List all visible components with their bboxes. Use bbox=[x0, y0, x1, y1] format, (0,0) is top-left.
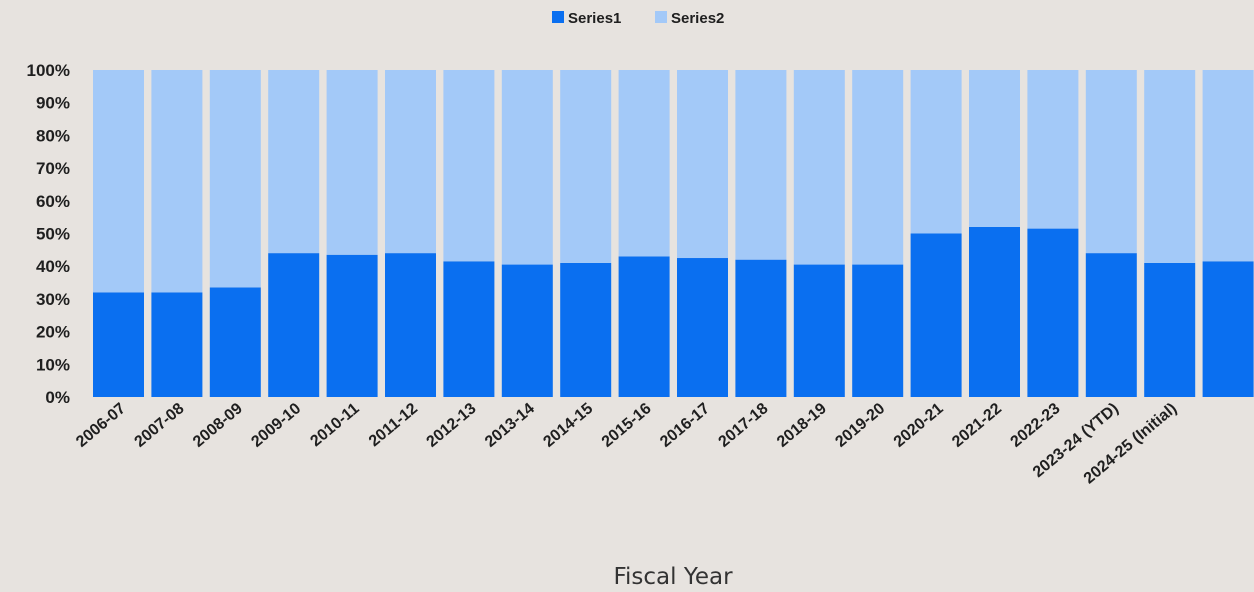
x-tick-label: 2010-11 bbox=[307, 400, 362, 450]
y-tick-label: 30% bbox=[36, 290, 70, 309]
bar-series1 bbox=[1027, 228, 1079, 397]
x-tick-label: 2018-19 bbox=[774, 400, 830, 451]
x-axis: 2006-07 2007-08 2008-09 2009-10 2010-11 2011-… bbox=[73, 400, 1180, 487]
bar-series1 bbox=[852, 264, 904, 397]
bar-series1 bbox=[443, 261, 495, 397]
y-tick-label: 0% bbox=[45, 388, 70, 407]
bar-series1 bbox=[151, 292, 203, 397]
y-tick-label: 40% bbox=[36, 257, 70, 276]
bar-series1 bbox=[735, 259, 787, 397]
bar-series2 bbox=[501, 70, 553, 265]
bar-series1 bbox=[969, 226, 1020, 397]
x-tick-label: 2020-21 bbox=[891, 400, 947, 451]
bar-series1 bbox=[209, 287, 261, 397]
bar-series2 bbox=[209, 70, 261, 288]
bar-series2 bbox=[910, 70, 962, 234]
bar-series2 bbox=[1027, 70, 1079, 229]
legend-label-series1: Series1 bbox=[568, 10, 621, 27]
x-tick-label: 2015-16 bbox=[599, 400, 655, 451]
x-tick-label: 2016-17 bbox=[657, 400, 713, 451]
bar-series2 bbox=[618, 70, 670, 257]
bar-series1 bbox=[93, 292, 144, 397]
x-tick-label: 2007-08 bbox=[132, 400, 188, 451]
x-tick-label: 2019-20 bbox=[832, 400, 888, 451]
bar-series1 bbox=[618, 256, 670, 397]
bar-series1 bbox=[560, 262, 612, 397]
y-tick-label: 70% bbox=[36, 159, 70, 178]
legend: Series1 Series2 bbox=[552, 10, 724, 27]
bar-series1 bbox=[385, 253, 436, 397]
bar-series2 bbox=[852, 70, 904, 265]
bar-series1 bbox=[1144, 262, 1196, 397]
bar-series2 bbox=[560, 70, 612, 263]
x-tick-label: 2022-23 bbox=[1008, 400, 1064, 451]
bar-series1 bbox=[501, 264, 553, 397]
bar-series2 bbox=[1085, 70, 1137, 254]
bar-series2 bbox=[735, 70, 787, 260]
x-tick-label: 2011-12 bbox=[366, 400, 421, 450]
bar-series2 bbox=[969, 70, 1020, 227]
bar-series2 bbox=[793, 70, 845, 265]
legend-swatch-series1 bbox=[552, 11, 564, 23]
x-tick-label: 2013-14 bbox=[482, 400, 538, 451]
bar-series1 bbox=[910, 233, 962, 397]
x-tick-label: 2021-22 bbox=[949, 400, 1005, 451]
x-tick-label: 2017-18 bbox=[716, 400, 772, 451]
bar-series2 bbox=[1202, 70, 1254, 262]
bar-series2 bbox=[677, 70, 728, 259]
bar-series1 bbox=[1202, 261, 1254, 397]
x-axis-title: Fiscal Year bbox=[613, 564, 733, 590]
y-tick-label: 20% bbox=[36, 323, 70, 342]
bar-series2 bbox=[385, 70, 436, 254]
legend-swatch-series2 bbox=[655, 11, 667, 23]
y-tick-label: 60% bbox=[36, 192, 70, 211]
y-axis: 0% 10% 20% 30% 40% 50% 60% 70% 80% 90% 100% bbox=[27, 61, 70, 407]
y-tick-label: 80% bbox=[36, 126, 70, 145]
bars bbox=[93, 70, 1254, 397]
y-tick-label: 10% bbox=[36, 355, 70, 374]
bar-series1 bbox=[677, 258, 728, 397]
bar-series2 bbox=[326, 70, 378, 255]
bar-series1 bbox=[1085, 253, 1137, 397]
bar-series2 bbox=[1144, 70, 1196, 263]
bar-series1 bbox=[326, 254, 378, 397]
x-tick-label: 2012-13 bbox=[424, 400, 480, 451]
x-tick-label: 2009-10 bbox=[248, 400, 304, 451]
y-tick-label: 50% bbox=[36, 225, 70, 244]
x-tick-label: 2008-09 bbox=[190, 400, 246, 451]
y-tick-label: 90% bbox=[36, 94, 70, 113]
bar-series2 bbox=[443, 70, 495, 262]
legend-label-series2: Series2 bbox=[671, 10, 724, 27]
x-tick-label: 2014-15 bbox=[540, 400, 596, 451]
y-tick-label: 100% bbox=[27, 61, 70, 80]
bar-series2 bbox=[93, 70, 144, 293]
bar-series1 bbox=[268, 253, 320, 397]
x-tick-label: 2006-07 bbox=[73, 400, 129, 451]
bar-series2 bbox=[268, 70, 320, 254]
bar-series1 bbox=[793, 264, 845, 397]
bar-series2 bbox=[151, 70, 203, 293]
